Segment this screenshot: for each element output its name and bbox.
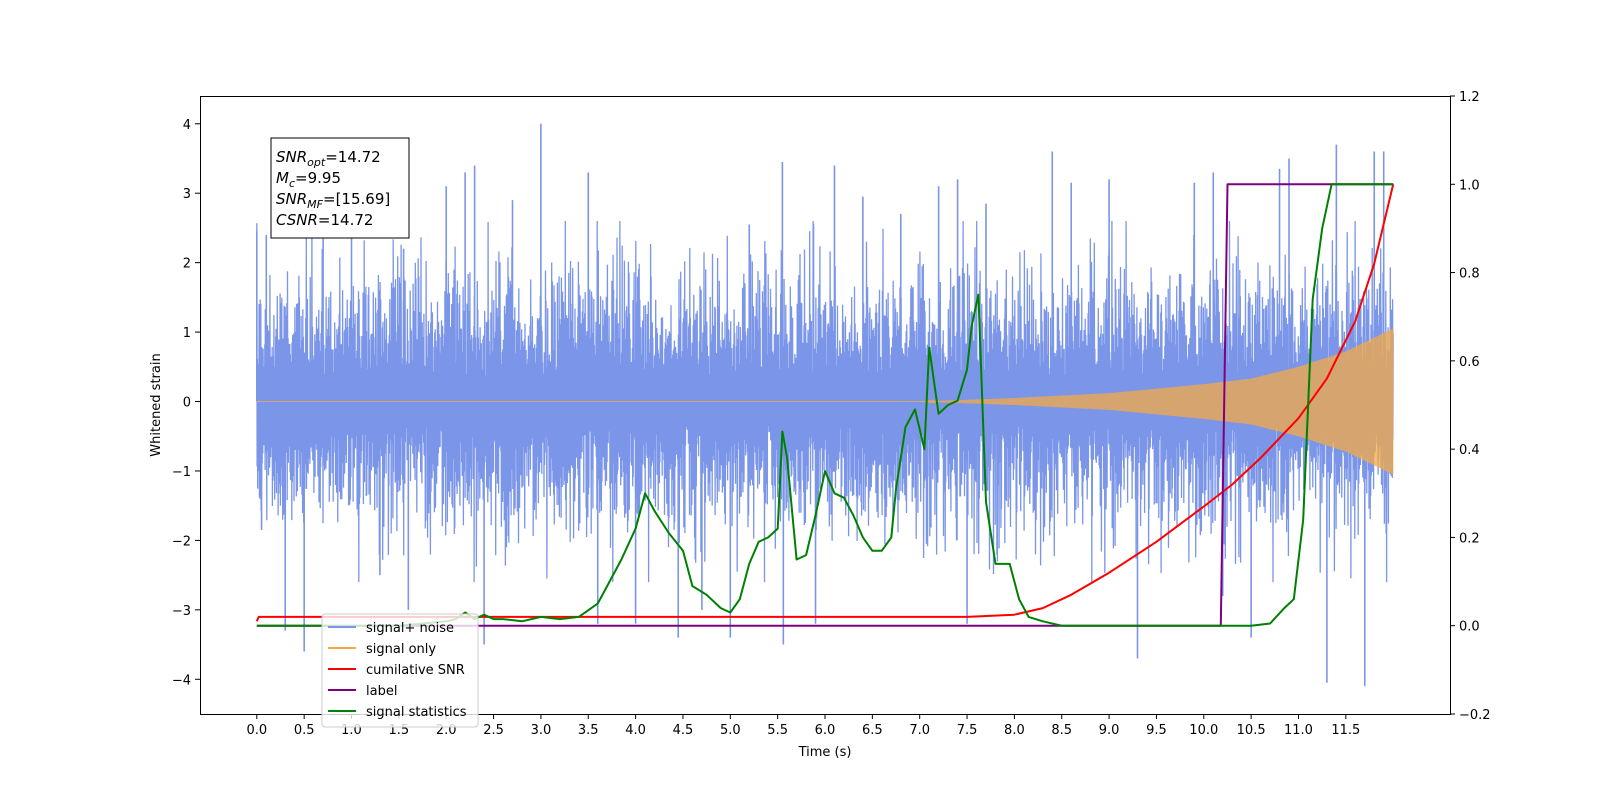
legend-layer: signal+ noise signal only cumilative SNR la… <box>321 613 479 728</box>
x-tick-label: 10.0 <box>1189 723 1218 738</box>
y2-tick-label: 0.4 <box>1459 443 1480 458</box>
y-tick-label: −1 <box>172 465 191 480</box>
y2-tick-label: 0.2 <box>1459 531 1480 546</box>
y2-tick-label: −0.2 <box>1459 708 1491 723</box>
annotation-symbol: CSNR <box>276 211 318 229</box>
annotation-value: =14.72 <box>318 211 374 229</box>
y-tick-label: 3 <box>183 187 191 202</box>
x-tick-label: 0.5 <box>294 723 315 738</box>
annotation-value: =9.95 <box>295 169 341 187</box>
legend-label: signal only <box>366 642 436 657</box>
legend-label: cumilative SNR <box>366 663 465 678</box>
x-axis-label: Time (s) <box>798 745 852 760</box>
annotation-line: CSNR=14.72 <box>276 211 373 229</box>
legend-label: label <box>366 684 397 699</box>
x-tick-label: 10.5 <box>1237 723 1266 738</box>
x-tick-label: 4.0 <box>625 723 646 738</box>
y-tick-label: 2 <box>183 257 191 272</box>
x-tick-label: 11.5 <box>1331 723 1360 738</box>
y2-tick-label: 0.8 <box>1459 267 1480 282</box>
x-tick-label: 11.0 <box>1284 723 1313 738</box>
x-tick-label: 3.0 <box>531 723 552 738</box>
x-tick-label: 2.5 <box>483 723 504 738</box>
x-tick-label: 4.5 <box>673 723 694 738</box>
y2-tick-label: 0.6 <box>1459 355 1480 370</box>
series-signal-only-line <box>256 328 1394 475</box>
annotation-value: =14.72 <box>325 148 381 166</box>
x-tick-label: 6.5 <box>862 723 883 738</box>
x-tick-label: 0.0 <box>246 723 267 738</box>
y-tick-label: 1 <box>183 326 191 341</box>
annotation-layer: SNRopt=14.72Mc=9.95SNRMF=[15.69]CSNR=14.… <box>270 137 410 239</box>
y2-tick-label: 0.0 <box>1459 620 1480 635</box>
legend-label: signal statistics <box>366 705 467 720</box>
annotation-line: Mc=9.95 <box>276 169 341 190</box>
y-axis-label: Whitened strain <box>149 353 164 456</box>
y2-tick-label: 1.2 <box>1459 90 1480 105</box>
annotation-box <box>270 137 410 239</box>
annotation-line: SNRMF=[15.69] <box>276 190 390 211</box>
x-tick-label: 7.5 <box>957 723 978 738</box>
annotation-symbol: SNR <box>276 148 307 166</box>
y-tick-label: −4 <box>172 673 191 688</box>
x-tick-label: 9.5 <box>1146 723 1167 738</box>
axes-layer: 0.0 0.5 1.0 1.5 2.0 2.5 3.0 3.5 4.0 4.5 5.0 5.5 6.0 6… <box>149 90 1491 760</box>
y-tick-label: −2 <box>172 534 191 549</box>
x-tick-label: 8.0 <box>1004 723 1025 738</box>
annotation-symbol: SNR <box>276 190 307 208</box>
legend-label: signal+ noise <box>366 621 454 636</box>
series-label-line <box>256 183 1394 627</box>
annotation-subscript: opt <box>307 156 326 169</box>
x-tick-label: 5.0 <box>720 723 741 738</box>
annotation-value: =[15.69] <box>323 190 390 208</box>
x-tick-label: 3.5 <box>578 723 599 738</box>
annotation-symbol: M <box>276 169 289 187</box>
x-tick-label: 8.5 <box>1051 723 1072 738</box>
y2-tick-label: 1.0 <box>1459 178 1480 193</box>
x-tick-label: 9.0 <box>1099 723 1120 738</box>
annotation-line: SNRopt=14.72 <box>276 148 381 169</box>
series-signal-statistics-line <box>256 183 1394 627</box>
x-tick-label: 6.0 <box>815 723 836 738</box>
plot-area <box>255 123 1395 687</box>
y-tick-label: −3 <box>172 604 191 619</box>
plot-data-layer <box>255 123 1395 687</box>
x-tick-label: 7.0 <box>909 723 930 738</box>
annotation-subscript: MF <box>307 198 323 211</box>
y-tick-label: 0 <box>183 396 191 411</box>
legend-box <box>321 613 479 728</box>
annotation-subscript: c <box>289 177 295 190</box>
x-tick-label: 5.5 <box>767 723 788 738</box>
y-tick-label: 4 <box>183 118 191 133</box>
